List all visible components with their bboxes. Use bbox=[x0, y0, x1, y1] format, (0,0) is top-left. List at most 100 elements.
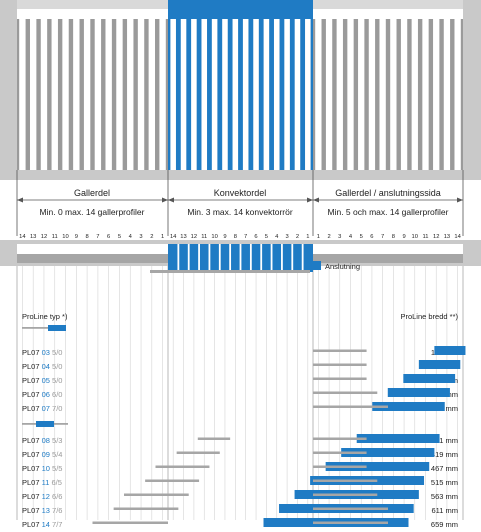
left-grille-bar bbox=[176, 451, 220, 454]
row-type: PL07 04 5/0 bbox=[22, 362, 62, 371]
grille-slat bbox=[325, 19, 333, 170]
convector-gap bbox=[232, 19, 239, 170]
column-number: 2 bbox=[150, 234, 153, 240]
column-number: 14 bbox=[170, 234, 177, 240]
column-number: 8 bbox=[85, 234, 88, 240]
column-number: 10 bbox=[412, 234, 418, 240]
row-width: 467 mm bbox=[431, 464, 458, 473]
legend-grey-2a bbox=[22, 423, 36, 425]
column-number: 6 bbox=[107, 234, 110, 240]
convector-gap bbox=[211, 19, 218, 170]
table-row: PL07 14 7/7 659 mm bbox=[22, 520, 458, 529]
row-width: 515 mm bbox=[431, 478, 458, 487]
convector-bar bbox=[325, 462, 430, 471]
plan-tube-gap bbox=[260, 244, 263, 272]
convector-gap bbox=[273, 19, 280, 170]
connection-label: Anslutning bbox=[325, 262, 360, 271]
convector-bar bbox=[341, 448, 435, 457]
row-width: 371 mm bbox=[431, 436, 458, 445]
row-type: PL07 10 5/5 bbox=[22, 464, 62, 473]
plan-tube-gap bbox=[208, 244, 211, 272]
column-number: 1 bbox=[306, 234, 309, 240]
right-grille-bar bbox=[313, 479, 378, 482]
grille-slat bbox=[116, 19, 123, 170]
column-number: 4 bbox=[349, 234, 353, 240]
right-grille-bar bbox=[313, 451, 367, 454]
legend-blue-2 bbox=[36, 421, 54, 427]
convector-bar bbox=[434, 346, 466, 355]
front-view bbox=[0, 0, 481, 180]
row-type: PL07 07 7/0 bbox=[22, 404, 62, 413]
column-number: 13 bbox=[180, 234, 186, 240]
table-row: PL07 09 5/4 419 mm bbox=[22, 450, 458, 459]
grille-slat bbox=[51, 19, 58, 170]
convector-bar bbox=[418, 360, 461, 369]
convector-gap bbox=[201, 19, 208, 170]
column-number: 4 bbox=[129, 234, 133, 240]
right-grille-bar bbox=[313, 377, 367, 380]
grille-slat bbox=[443, 19, 451, 170]
convector-top bbox=[168, 0, 313, 19]
section-title-gallerdel: Gallerdel bbox=[74, 188, 110, 198]
right-grille-bar bbox=[313, 391, 378, 394]
column-number: 9 bbox=[75, 234, 78, 240]
column-number: 1 bbox=[317, 234, 320, 240]
column-guides bbox=[16, 240, 464, 520]
column-numbers: 14 13 12 11 10 9 8 7 6 5 4 3 2 1 14 13 12 11 10 9 8 7 6 5 4 3 2 1 1 2… bbox=[19, 234, 461, 240]
row-type: PL07 06 6/0 bbox=[22, 390, 62, 399]
table-row: PL07 12 6/6 563 mm bbox=[22, 492, 458, 501]
right-grille-bar bbox=[313, 349, 367, 352]
grille-slat bbox=[368, 19, 376, 170]
row-type: PL07 14 7/7 bbox=[22, 520, 62, 529]
convector-gap bbox=[284, 19, 290, 170]
plan-tube-gap bbox=[270, 244, 273, 272]
grille-slat bbox=[19, 19, 26, 170]
plan-tube-gap bbox=[229, 244, 232, 272]
column-number: 1 bbox=[161, 234, 164, 240]
right-grille-bar bbox=[313, 437, 367, 440]
right-grille-bar bbox=[313, 465, 367, 468]
row-type: PL07 09 5/4 bbox=[22, 450, 62, 459]
plan-tube-gap bbox=[249, 244, 252, 272]
section-header: Gallerdel Min. 0 max. 14 gallerprofiler … bbox=[16, 170, 464, 236]
convector-gap bbox=[263, 19, 270, 170]
column-number: 11 bbox=[52, 234, 58, 240]
connection-block bbox=[310, 261, 321, 270]
row-type: PL07 11 6/5 bbox=[22, 478, 62, 487]
row-width: 659 mm bbox=[431, 520, 458, 529]
row-type: PL07 08 5/3 bbox=[22, 436, 62, 445]
grille-slat bbox=[422, 19, 429, 170]
grille-slat bbox=[127, 19, 134, 170]
grille-slat bbox=[315, 19, 322, 170]
grille-slat bbox=[379, 19, 386, 170]
column-number: 12 bbox=[41, 234, 47, 240]
plan-tube-gap bbox=[239, 244, 242, 272]
plan-tube-gap bbox=[281, 244, 283, 272]
column-number: 11 bbox=[422, 234, 428, 240]
column-number: 14 bbox=[19, 234, 26, 240]
convector-bar bbox=[356, 434, 440, 443]
convector-gap bbox=[222, 19, 228, 170]
column-number: 11 bbox=[201, 234, 207, 240]
row-type: PL07 05 5/0 bbox=[22, 376, 62, 385]
plan-tube-gap bbox=[177, 244, 180, 272]
proline-type-header: ProLine typ *) bbox=[22, 312, 68, 321]
column-number: 3 bbox=[338, 234, 341, 240]
plan-tube-gap bbox=[291, 244, 294, 272]
column-number: 10 bbox=[211, 234, 217, 240]
table-row: PL07 08 5/3 371 mm bbox=[22, 436, 458, 445]
plan-tube-gap bbox=[198, 244, 200, 272]
column-number: 8 bbox=[392, 234, 395, 240]
left-grille-bar bbox=[124, 493, 189, 496]
convector-bar bbox=[387, 388, 450, 397]
connection-pipe bbox=[150, 270, 310, 273]
table-header: ProLine typ *) ProLine bredd **) bbox=[22, 312, 458, 427]
legend-blue-1 bbox=[48, 325, 66, 331]
legend-grey-2b bbox=[54, 423, 68, 425]
grille-slat bbox=[347, 19, 354, 170]
column-number: 3 bbox=[139, 234, 142, 240]
convector-gap bbox=[305, 19, 311, 170]
convector-panel bbox=[168, 19, 313, 170]
grille-slat bbox=[105, 19, 112, 170]
grille-slat bbox=[336, 19, 343, 170]
